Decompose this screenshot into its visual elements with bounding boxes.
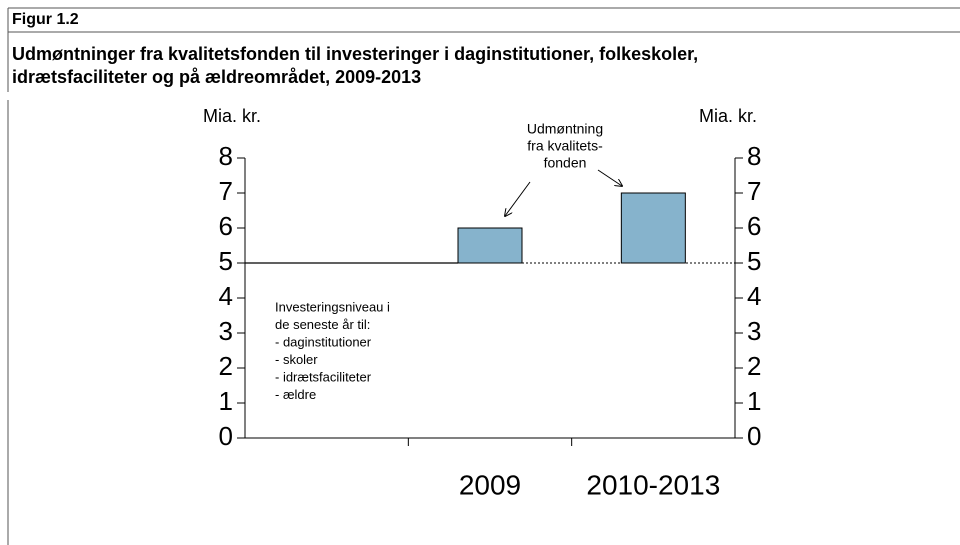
y2-tick-label: 6: [747, 211, 761, 241]
chart-title: idrætsfaciliteter og på ældreområdet, 20…: [12, 67, 421, 87]
annotation: fonden: [544, 155, 587, 171]
y-tick-label: 0: [219, 421, 233, 451]
annotation-arrow: [505, 181, 531, 216]
y2-tick-label: 4: [747, 281, 761, 311]
y-tick-label: 7: [219, 176, 233, 206]
y-tick-label: 1: [219, 386, 233, 416]
annotation: - ældre: [275, 387, 316, 402]
y-tick-label: 3: [219, 316, 233, 346]
annotation: - daginstitutioner: [275, 334, 372, 349]
y-tick-label: 8: [219, 141, 233, 171]
y2-tick-label: 8: [747, 141, 761, 171]
x-tick-label: 2009: [459, 469, 521, 500]
annotation: Investeringsniveau i: [275, 299, 390, 314]
y2-tick-label: 5: [747, 246, 761, 276]
y2-tick-label: 7: [747, 176, 761, 206]
y2-tick-label: 2: [747, 351, 761, 381]
y-tick-label: 4: [219, 281, 233, 311]
y-tick-label: 5: [219, 246, 233, 276]
chart-title: Udmøntninger fra kvalitetsfonden til inv…: [12, 44, 698, 64]
y2-tick-label: 1: [747, 386, 761, 416]
annotation: de seneste år til:: [275, 317, 370, 332]
y2-tick-label: 0: [747, 421, 761, 451]
annotation: - idrætsfaciliteter: [275, 369, 372, 384]
y-tick-label: 6: [219, 211, 233, 241]
bar: [620, 192, 686, 264]
x-tick-label: 2010-2013: [586, 469, 720, 500]
annotation: - skoler: [275, 352, 318, 367]
figure-label: Figur 1.2: [12, 11, 79, 28]
y-tick-label: 2: [219, 351, 233, 381]
annotation: fra kvalitets-: [527, 138, 603, 154]
y2-axis-label: Mia. kr.: [699, 106, 757, 126]
bar: [457, 227, 523, 264]
annotation-arrow: [597, 169, 622, 186]
y2-tick-label: 3: [747, 316, 761, 346]
y-axis-label: Mia. kr.: [203, 106, 261, 126]
annotation: Udmøntning: [527, 121, 603, 137]
